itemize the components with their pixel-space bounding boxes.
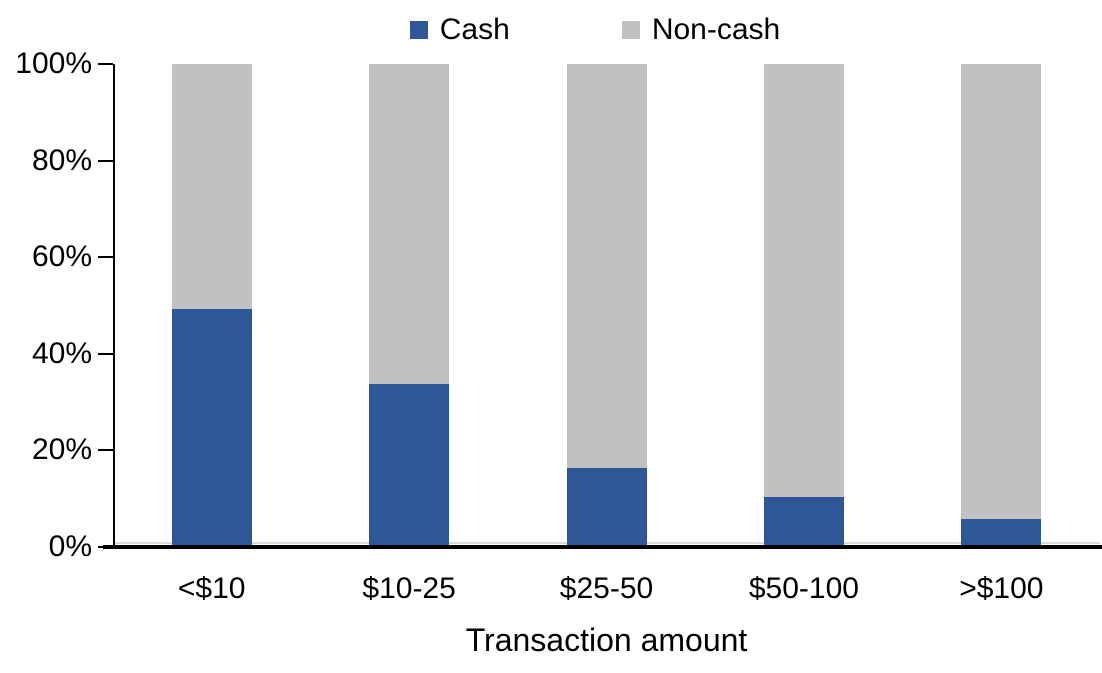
x-axis-label: $50-100	[748, 572, 859, 605]
bar-segment-non-cash	[566, 64, 647, 469]
y-axis-label: 0%	[48, 530, 92, 563]
bar-segment-non-cash	[171, 64, 252, 310]
bar-segment-non-cash	[369, 64, 450, 384]
bar-column-4	[763, 64, 844, 545]
legend-swatch-icon	[621, 21, 640, 39]
bar-segment-cash	[171, 309, 252, 545]
bar-segment-cash	[566, 468, 647, 545]
legend-item-cash: Cash	[409, 13, 510, 46]
legend-item-non-cash: Non-cash	[621, 13, 781, 46]
x-axis-line	[103, 545, 1102, 549]
y-axis-line	[113, 64, 115, 549]
y-axis-label: 80%	[31, 143, 92, 177]
chart-legend: Cash Non-cash	[0, 14, 1102, 46]
bar-segment-cash	[369, 383, 450, 545]
y-axis-label: 20%	[31, 433, 92, 467]
y-axis-tick	[98, 449, 113, 452]
bar-segment-non-cash	[961, 64, 1042, 519]
x-axis-label: $25-50	[559, 572, 654, 605]
y-axis-tick	[98, 256, 113, 259]
y-axis-label: 40%	[31, 336, 92, 370]
legend-label: Cash	[439, 13, 510, 46]
x-axis-label: >$100	[959, 572, 1044, 605]
y-axis-tick	[98, 63, 113, 65]
bar-column-1	[171, 64, 252, 545]
x-axis-title: Transaction amount	[465, 622, 748, 658]
bar-segment-non-cash	[763, 64, 844, 497]
bar-column-3	[566, 64, 647, 545]
bar-column-2	[369, 64, 450, 545]
x-axis-label: $10-25	[362, 572, 456, 605]
legend-label: Non-cash	[651, 13, 781, 46]
y-axis-tick	[98, 546, 113, 548]
y-axis-tick	[98, 159, 113, 162]
bar-segment-cash	[961, 518, 1042, 545]
bar-segment-cash	[763, 496, 844, 545]
y-axis-label: 60%	[31, 240, 92, 274]
x-axis-labels: <$10 $10-25 $25-50 $50-100 >$100	[113, 572, 1100, 606]
plot-area	[113, 64, 1100, 545]
y-axis-label: 100%	[15, 47, 92, 80]
y-axis-tick	[98, 352, 113, 355]
legend-swatch-icon	[409, 21, 428, 39]
bar-column-5	[961, 64, 1042, 545]
x-axis-label: <$10	[177, 572, 246, 605]
